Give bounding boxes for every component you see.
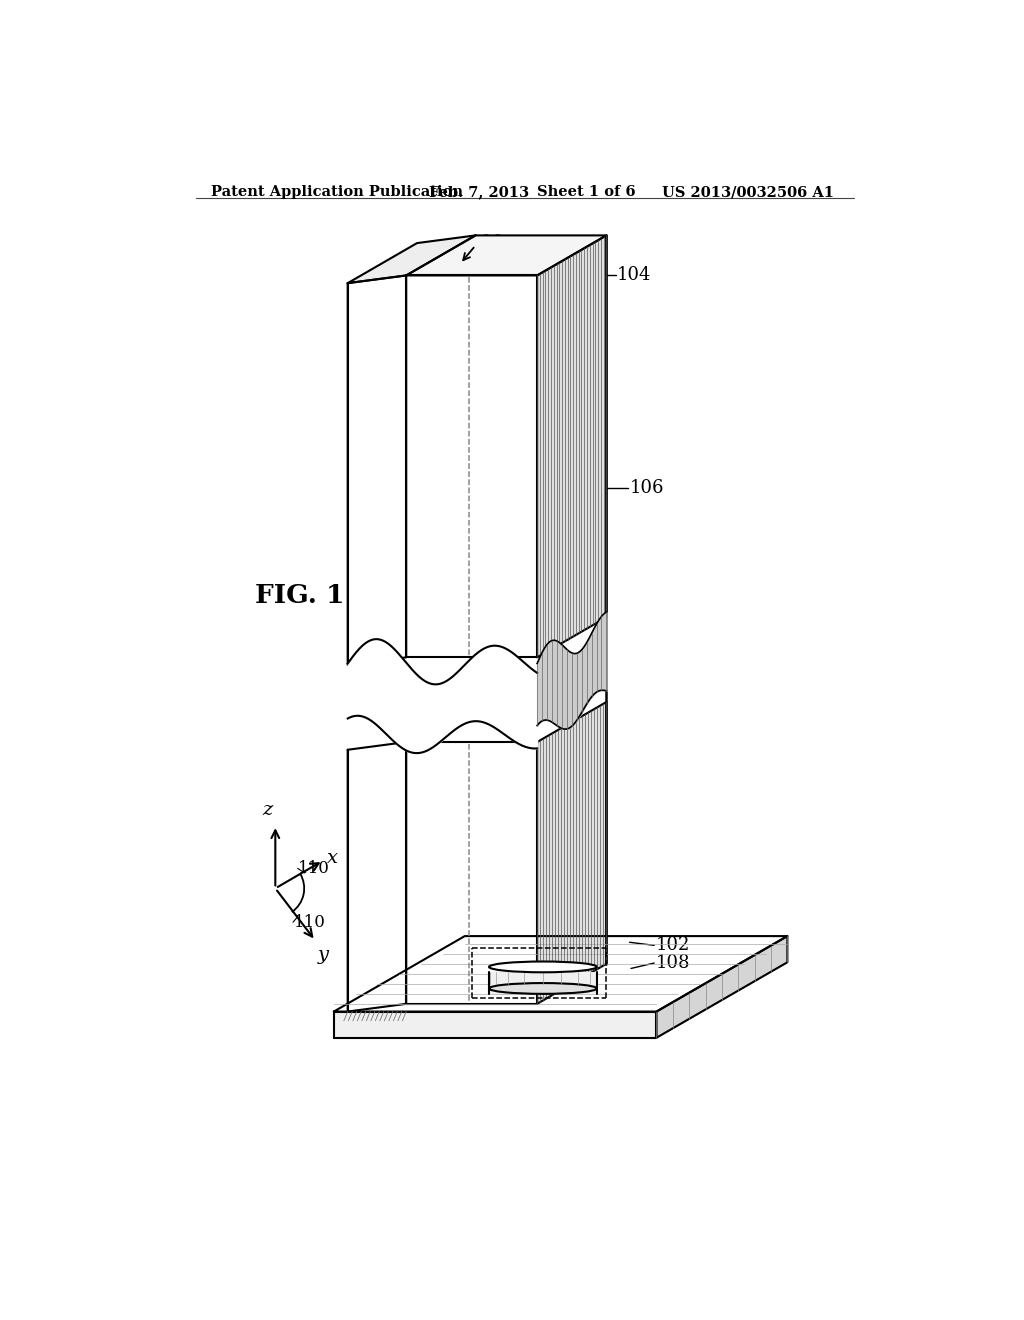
Polygon shape (334, 936, 787, 1011)
Text: 110: 110 (294, 913, 326, 931)
Polygon shape (348, 235, 475, 284)
Text: Sheet 1 of 6: Sheet 1 of 6 (538, 185, 636, 199)
Text: 102: 102 (655, 936, 690, 954)
Text: Patent Application Publication: Patent Application Publication (211, 185, 464, 199)
Text: y: y (317, 946, 329, 964)
Ellipse shape (489, 983, 597, 994)
Polygon shape (334, 1011, 656, 1038)
Text: FIG. 1: FIG. 1 (255, 583, 345, 609)
Ellipse shape (489, 961, 597, 973)
Text: US 2013/0032506 A1: US 2013/0032506 A1 (662, 185, 834, 199)
Text: 108: 108 (655, 954, 690, 972)
Text: 100: 100 (469, 234, 504, 252)
Polygon shape (407, 742, 538, 1003)
Text: x: x (327, 849, 338, 867)
Bar (489, 973, 597, 994)
Polygon shape (348, 742, 407, 1011)
Text: 110: 110 (298, 859, 331, 876)
Polygon shape (538, 235, 606, 657)
Text: Feb. 7, 2013: Feb. 7, 2013 (429, 185, 529, 199)
Polygon shape (407, 276, 538, 657)
Polygon shape (656, 936, 787, 1038)
Polygon shape (407, 235, 606, 276)
Polygon shape (538, 702, 606, 1003)
Polygon shape (348, 276, 407, 665)
Text: 104: 104 (617, 267, 651, 284)
Text: z: z (262, 801, 272, 818)
Text: 106: 106 (630, 479, 664, 496)
